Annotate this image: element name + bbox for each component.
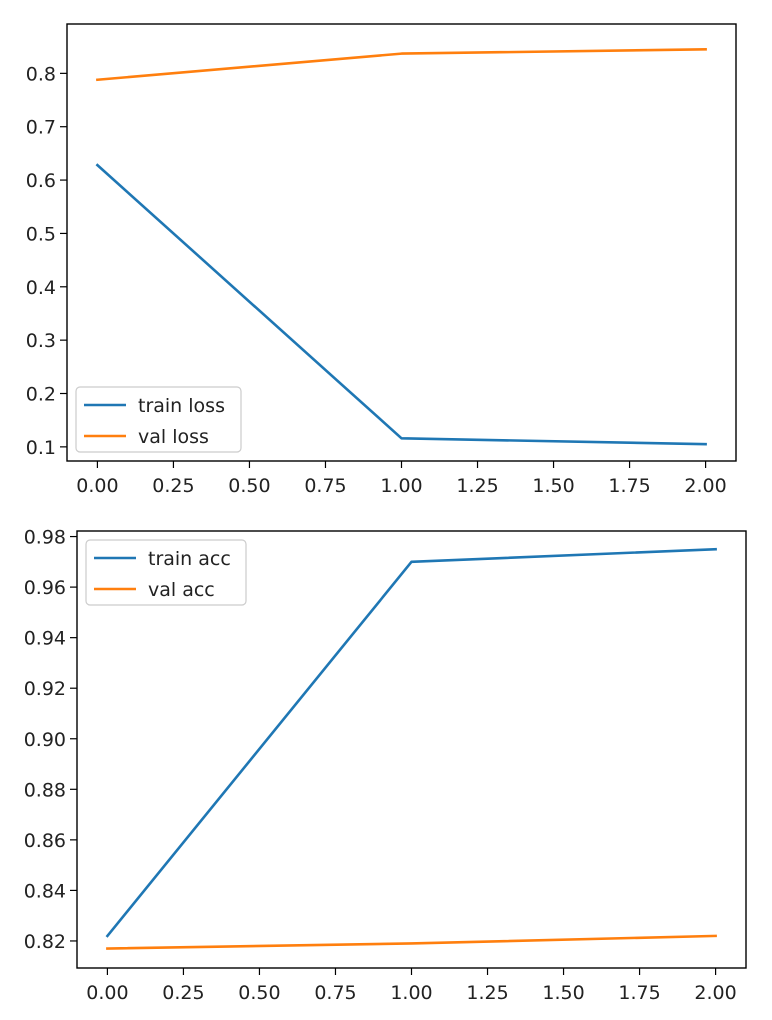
series-line-val-loss bbox=[96, 48, 707, 82]
chart-panel-2: 0.00 0.25 0.50 0.75 1.00 1.25 1.50 1.75 2.00 0.82… bbox=[24, 527, 747, 1004]
y-tick-label: 0.96 bbox=[24, 577, 66, 599]
y-tick-label: 0.6 bbox=[26, 170, 56, 192]
legend-label: train loss bbox=[138, 395, 225, 417]
chart-panel-1: 0.00 0.25 0.50 0.75 1.00 1.25 1.50 1.75 2.00 0.1 0… bbox=[26, 23, 737, 497]
y-tick-label: 0.7 bbox=[26, 117, 56, 139]
legend-label: val loss bbox=[138, 426, 209, 448]
x-tick-label: 1.25 bbox=[466, 982, 508, 1004]
x-tick-label: 1.00 bbox=[390, 982, 432, 1004]
y-tick-label: 0.90 bbox=[24, 729, 66, 751]
x-tick-label: 1.25 bbox=[456, 475, 498, 497]
x-tick-label: 1.50 bbox=[542, 982, 584, 1004]
series-line-train-acc bbox=[105, 547, 717, 938]
x-tick-label: 2.00 bbox=[684, 475, 726, 497]
y-tick-label: 0.88 bbox=[24, 779, 66, 801]
x-tick-label: 0.25 bbox=[152, 475, 194, 497]
x-tick-label: 2.00 bbox=[694, 982, 736, 1004]
series-line-train-loss bbox=[95, 163, 707, 446]
x-tick-label: 0.00 bbox=[76, 475, 118, 497]
x-tick-label: 0.75 bbox=[314, 982, 356, 1004]
legend: train acc val acc bbox=[85, 539, 247, 606]
y-tick-label: 0.4 bbox=[26, 277, 56, 299]
y-tick-label: 0.84 bbox=[24, 880, 66, 902]
y-tick-label: 0.92 bbox=[24, 678, 66, 700]
x-tick-label: 0.75 bbox=[304, 475, 346, 497]
y-tick-label: 0.2 bbox=[26, 384, 56, 406]
y-tick-label: 0.8 bbox=[26, 63, 56, 85]
x-tick-label: 0.25 bbox=[162, 982, 204, 1004]
x-tick-label: 1.50 bbox=[532, 475, 574, 497]
y-tick-label: 0.1 bbox=[26, 437, 56, 459]
y-tick-label: 0.86 bbox=[24, 830, 66, 852]
series-line-val-acc bbox=[106, 934, 717, 950]
legend-label: train acc bbox=[148, 548, 231, 570]
x-tick-label: 1.75 bbox=[618, 982, 660, 1004]
y-tick-label: 0.98 bbox=[24, 527, 66, 549]
legend-label: val acc bbox=[148, 579, 215, 601]
x-tick-label: 1.00 bbox=[380, 475, 422, 497]
x-tick-label: 1.75 bbox=[608, 475, 650, 497]
x-tick-label: 0.00 bbox=[86, 982, 128, 1004]
x-tick-label: 0.50 bbox=[228, 475, 270, 497]
y-tick-label: 0.82 bbox=[24, 931, 66, 953]
y-tick-label: 0.94 bbox=[24, 628, 66, 650]
legend: train loss val loss bbox=[75, 386, 242, 453]
x-tick-label: 0.50 bbox=[238, 982, 280, 1004]
y-tick-label: 0.5 bbox=[26, 223, 56, 245]
y-tick-label: 0.3 bbox=[26, 330, 56, 352]
